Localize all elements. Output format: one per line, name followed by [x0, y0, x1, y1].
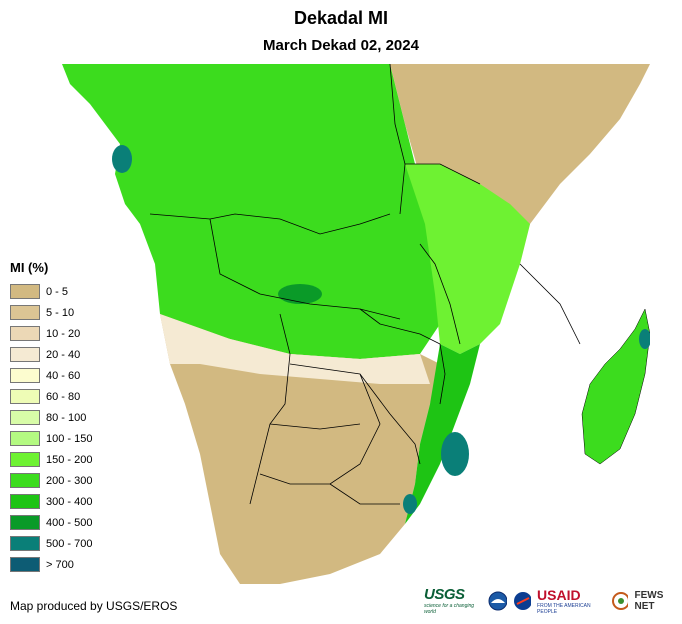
legend-swatch [10, 431, 40, 446]
map-title: Dekadal MI [293, 8, 389, 28]
legend-item: 300 - 400 [10, 491, 92, 512]
legend-label: 40 - 60 [46, 369, 81, 382]
map-region-tanzania [405, 164, 530, 354]
legend-label: 0 - 5 [46, 285, 69, 298]
map-region-transition [160, 314, 430, 384]
map-wet-pocket [441, 432, 469, 476]
map-wet-pocket [278, 284, 322, 304]
legend-item: 20 - 40 [10, 344, 92, 365]
map-wet-pocket [639, 329, 650, 349]
legend-item: 100 - 150 [10, 428, 92, 449]
map-region-east-africa-dry [390, 64, 650, 294]
legend-swatch [10, 389, 40, 404]
map-wet-pocket [112, 145, 132, 173]
usaid-logo: USAID FROM THE AMERICAN PEOPLE [537, 587, 606, 615]
legend-swatch [10, 347, 40, 362]
legend-item: 150 - 200 [10, 449, 92, 470]
agency-logos: USGS science for a changing world USAID … [424, 586, 682, 615]
legend-item: 80 - 100 [10, 407, 92, 428]
usgs-logo: USGS science for a changing world [424, 586, 482, 615]
legend-item: 0 - 5 [10, 281, 92, 302]
fews-net-logo-icon [611, 591, 629, 610]
legend-item: 60 - 80 [10, 386, 92, 407]
legend-item: > 700 [10, 554, 92, 575]
legend-label: 400 - 500 [46, 516, 93, 529]
map-subtitle: March Dekad 02, 2024 [263, 37, 419, 54]
legend-swatch [10, 536, 40, 551]
legend-swatch [10, 326, 40, 341]
usgs-logo-text: USGS [424, 586, 465, 603]
legend-label: 500 - 700 [46, 537, 93, 550]
legend-item: 200 - 300 [10, 470, 92, 491]
moisture-index-map [62, 64, 650, 584]
legend-label: 150 - 200 [46, 453, 93, 466]
legend-label: 80 - 100 [46, 411, 87, 424]
fews-net-text: FEWS NET [634, 589, 664, 612]
map-borders [149, 64, 581, 505]
legend-label: 20 - 40 [46, 348, 81, 361]
legend-label: 60 - 80 [46, 390, 81, 403]
legend-title: MI (%) [10, 260, 49, 275]
usaid-logo-text: USAID [537, 586, 581, 603]
legend-item: 500 - 700 [10, 533, 92, 554]
legend-item: 40 - 60 [10, 365, 92, 386]
legend-swatch [10, 284, 40, 299]
legend: MI (%) 0 - 5 5 - 10 10 - 20 20 - 40 40 - 60 6… [10, 260, 92, 575]
legend-swatch [10, 305, 40, 320]
legend-label: 10 - 20 [46, 327, 81, 340]
noaa-logo-icon [488, 591, 507, 610]
map-region-madagascar [581, 308, 650, 465]
usgs-tagline: science for a changing world [424, 603, 475, 615]
legend-label: 200 - 300 [46, 474, 93, 487]
legend-swatch [10, 410, 40, 425]
credit-text: Map produced by USGS/EROS [10, 599, 178, 613]
legend-item: 5 - 10 [10, 302, 92, 323]
legend-swatch [10, 473, 40, 488]
legend-swatch [10, 452, 40, 467]
legend-label: 5 - 10 [46, 306, 75, 319]
map-region-mozambique [405, 344, 480, 524]
usaid-tagline: FROM THE AMERICAN PEOPLE [537, 602, 591, 615]
legend-item: 400 - 500 [10, 512, 92, 533]
legend-item: 10 - 20 [10, 323, 92, 344]
map-region-central-africa [62, 64, 440, 359]
map-wet-pocket [403, 494, 417, 514]
legend-swatch [10, 494, 40, 509]
legend-swatch [10, 557, 40, 572]
legend-label: > 700 [46, 558, 74, 571]
nasa-logo-icon [513, 591, 532, 610]
legend-label: 100 - 150 [46, 432, 93, 445]
legend-swatch [10, 515, 40, 530]
legend-label: 300 - 400 [46, 495, 93, 508]
legend-swatch [10, 368, 40, 383]
